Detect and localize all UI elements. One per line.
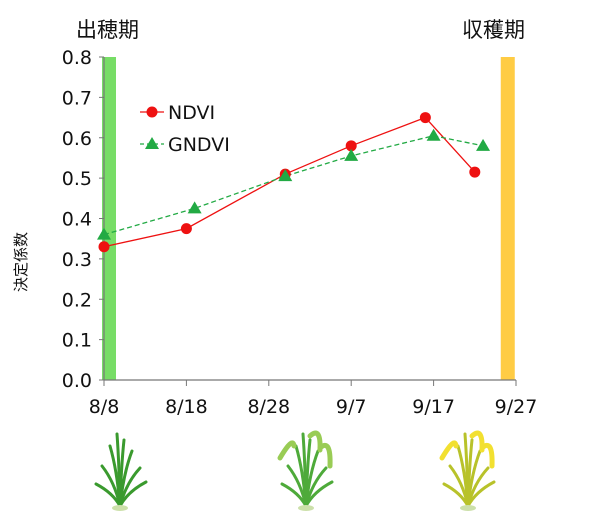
band-harvest — [500, 57, 515, 380]
x-tick-label: 9/7 — [336, 396, 367, 418]
x-tick-label: 9/27 — [495, 396, 538, 418]
y-tick-label: 0.8 — [62, 47, 92, 69]
point-ndvi — [180, 223, 192, 235]
point-gndvi — [476, 138, 491, 151]
y-tick-label: 0.6 — [62, 128, 92, 150]
plant-leaf — [118, 480, 148, 508]
x-tick-label: 8/18 — [165, 396, 208, 418]
stage-bands — [102, 57, 515, 380]
x-tick-label: 8/8 — [89, 396, 120, 418]
series-lines — [103, 116, 484, 248]
point-ndvi — [469, 166, 481, 178]
plant-ripening-stage — [277, 430, 334, 511]
point-gndvi — [97, 227, 111, 240]
point-gndvi — [426, 128, 441, 141]
plant-grain-head — [317, 442, 333, 469]
legend-label-ndvi: NDVI — [168, 102, 215, 124]
y-tick-label: 0.3 — [62, 249, 92, 271]
point-gndvi — [187, 201, 202, 214]
plant-harvest-stage — [439, 430, 496, 511]
stage-label-harvest: 収穫期 — [462, 18, 525, 42]
stage-label-heading: 出穂期 — [76, 18, 139, 42]
plant-base — [460, 505, 476, 511]
point-ndvi — [98, 241, 110, 253]
plant-base — [298, 505, 314, 511]
y-tick-label: 0.7 — [62, 87, 92, 109]
point-ndvi — [345, 140, 357, 152]
plant-grain-head — [277, 440, 297, 461]
plant-heading-stage — [94, 432, 148, 511]
plant-leaf — [466, 480, 496, 508]
point-gndvi — [344, 148, 359, 161]
y-tick-label: 0.4 — [62, 209, 92, 231]
legend: NDVI GNDVI — [140, 102, 230, 156]
point-gndvi — [278, 169, 293, 182]
band-heading — [102, 57, 116, 380]
plant-grain-head — [439, 440, 459, 461]
point-ndvi — [419, 112, 431, 124]
legend-marker-ndvi — [146, 106, 158, 118]
series-line-gndvi — [103, 135, 484, 236]
legend-label-gndvi: GNDVI — [168, 134, 230, 156]
y-tick-label: 0.0 — [62, 370, 92, 392]
y-tick-label: 0.5 — [62, 168, 92, 190]
plant-base — [112, 505, 128, 511]
axes: 0.0 0.1 0.2 0.3 0.4 0.5 0.6 0.7 0.8 8/8 8/18 8/28 9/… — [62, 47, 538, 418]
series-line-ndvi — [103, 116, 476, 248]
plant-leaf — [442, 482, 470, 508]
plant-leaf — [94, 482, 122, 508]
plant-leaf — [280, 482, 308, 508]
plant-grain-head — [479, 442, 495, 469]
x-tick-label: 8/28 — [247, 396, 290, 418]
y-tick-label: 0.1 — [62, 330, 92, 352]
x-tick-label: 9/17 — [412, 396, 455, 418]
growth-stage-illustrations — [94, 430, 496, 511]
y-tick-label: 0.2 — [62, 289, 92, 311]
legend-marker-gndvi — [145, 137, 159, 149]
series-markers — [97, 112, 491, 253]
plant-leaf — [304, 480, 334, 508]
